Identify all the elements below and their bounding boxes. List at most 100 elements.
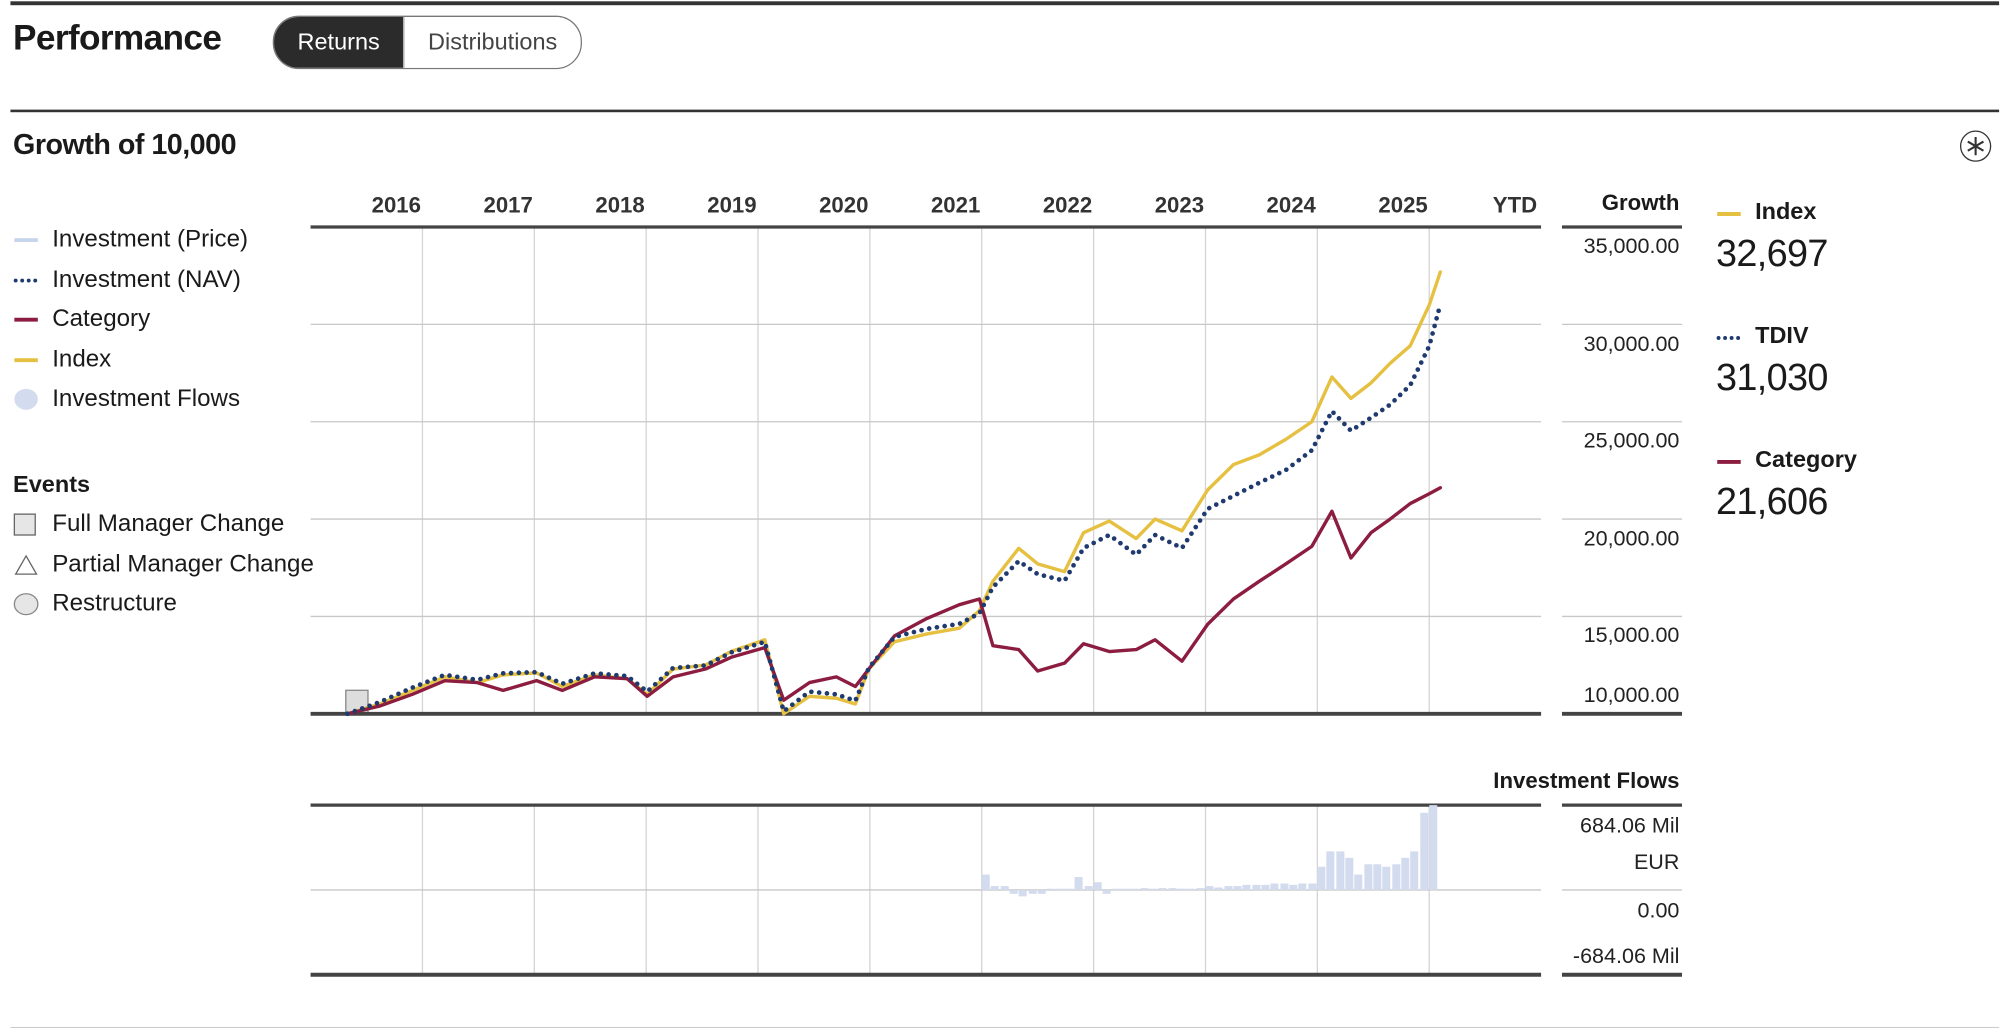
flow-bar [1392, 864, 1401, 890]
flow-bar [1186, 888, 1195, 890]
top-rule [10, 1, 2000, 6]
glyph-circle [13, 593, 39, 616]
x-column-label: 2017 [483, 193, 533, 218]
event-item: Partial Manager Change [13, 543, 316, 583]
legend-glyph [14, 389, 38, 410]
legend-glyph [13, 278, 40, 283]
x-column-label: 2024 [1266, 193, 1316, 218]
flow-bar [1046, 888, 1055, 890]
legend-glyph [1717, 459, 1741, 464]
x-column-label: 2023 [1154, 193, 1205, 218]
flow-bar [1112, 888, 1121, 890]
flow-bar [1009, 889, 1018, 894]
glyph-circle [14, 389, 38, 410]
end-legend-name: Index [1755, 198, 1817, 225]
event-label: Full Manager Change [52, 508, 285, 537]
legend-item: Investment (NAV) [13, 259, 316, 299]
y-tick-label: 15,000.00 [1583, 624, 1680, 648]
series-line [345, 301, 1443, 717]
flow-bar [1401, 857, 1410, 890]
legend-item: Investment Flows [13, 378, 316, 418]
flow-bar [1382, 866, 1391, 890]
end-legend: Category 21,606 [1716, 446, 1857, 524]
flow-bar [1065, 888, 1074, 890]
flow-bar [1261, 884, 1270, 890]
flow-bar [1028, 889, 1037, 894]
asterisk [1967, 137, 1984, 156]
events: Events Full Manager Change Partial Manage… [13, 465, 316, 624]
legend-label: Investment Flows [52, 383, 241, 412]
flow-bar [1177, 888, 1186, 890]
flow-bar [1308, 883, 1317, 890]
end-legend: TDIV 31,030 [1716, 322, 1828, 400]
tab[interactable]: Returns [274, 16, 404, 68]
y-tick-label: 0.00 [1637, 899, 1680, 923]
x-column-label: 2020 [819, 193, 869, 218]
flow-bar [990, 886, 999, 890]
end-legend: Index 32,697 [1716, 198, 1828, 276]
end-value: 32,697 [1715, 233, 1828, 276]
flow-bar [1429, 805, 1438, 890]
flow-bar [1373, 864, 1382, 890]
flow-bar [1196, 888, 1205, 890]
glyph-square [13, 513, 36, 536]
flow-bar [1000, 886, 1009, 890]
event-label: Restructure [52, 588, 177, 616]
chart-title: Investment Flows [1493, 768, 1680, 794]
flow-bar [1242, 884, 1251, 890]
legend-item: Index [13, 339, 316, 379]
x-column-label: 2019 [707, 193, 757, 218]
tab-group: Returns Distributions [272, 15, 583, 70]
event-label: Partial Manager Change [52, 548, 314, 577]
flow-bar [1074, 877, 1083, 890]
y-tick-label: 684.06 Mil EUR [1580, 814, 1680, 875]
x-column-label: 2016 [371, 193, 421, 218]
end-legend-name: Category [1755, 446, 1857, 473]
tab[interactable]: Distributions [403, 16, 581, 68]
flow-bar [1410, 851, 1419, 890]
flow-bar [1252, 884, 1261, 890]
end-value: 31,030 [1715, 357, 1828, 400]
flow-bar [1326, 851, 1335, 890]
legend-item: Category [13, 299, 316, 339]
flow-bar [1298, 883, 1307, 890]
legend: Investment (Price) Investment (NAV) Catego… [13, 219, 316, 418]
flow-bar [1102, 889, 1111, 894]
flow-bar [1354, 874, 1363, 890]
legend-glyph [14, 357, 38, 362]
legend-label: Investment (Price) [52, 224, 249, 252]
legend-label: Investment (NAV) [52, 264, 241, 292]
flow-bar [1280, 883, 1289, 890]
x-column-label: 2025 [1378, 193, 1428, 218]
section-rule [10, 109, 2000, 113]
x-column-label: 2022 [1042, 193, 1093, 218]
y-tick-label: 35,000.00 [1583, 234, 1680, 259]
flow-bar [1364, 864, 1373, 890]
glyph-triangle [14, 554, 38, 575]
x-column-label: 2018 [595, 193, 645, 218]
flow-bar [1056, 888, 1065, 890]
legend-glyph [13, 593, 39, 616]
flow-bar [1420, 812, 1429, 890]
legend-label: Index [52, 343, 112, 372]
flow-bar [1336, 851, 1345, 890]
legend-glyph [13, 513, 36, 536]
legend-glyph [14, 554, 38, 575]
legend-glyph [1716, 335, 1743, 340]
flow-bar [1205, 886, 1214, 890]
flow-bar [981, 874, 990, 890]
flow-bar [1037, 889, 1046, 894]
legend-label: Category [52, 304, 151, 332]
flow-bar [1345, 857, 1354, 890]
event-item: Restructure [13, 583, 316, 623]
flow-bar [1018, 889, 1027, 897]
axis-title: Growth [1601, 190, 1680, 216]
flow-bar [1214, 887, 1223, 890]
flow-bar [1233, 886, 1242, 890]
x-column-label: YTD [1492, 193, 1538, 218]
settings-icon[interactable] [1959, 130, 1992, 162]
flow-bar [1317, 866, 1326, 890]
flow-bar [1158, 888, 1167, 890]
flow-bar [1289, 884, 1298, 890]
end-legend-name: TDIV [1755, 322, 1809, 349]
